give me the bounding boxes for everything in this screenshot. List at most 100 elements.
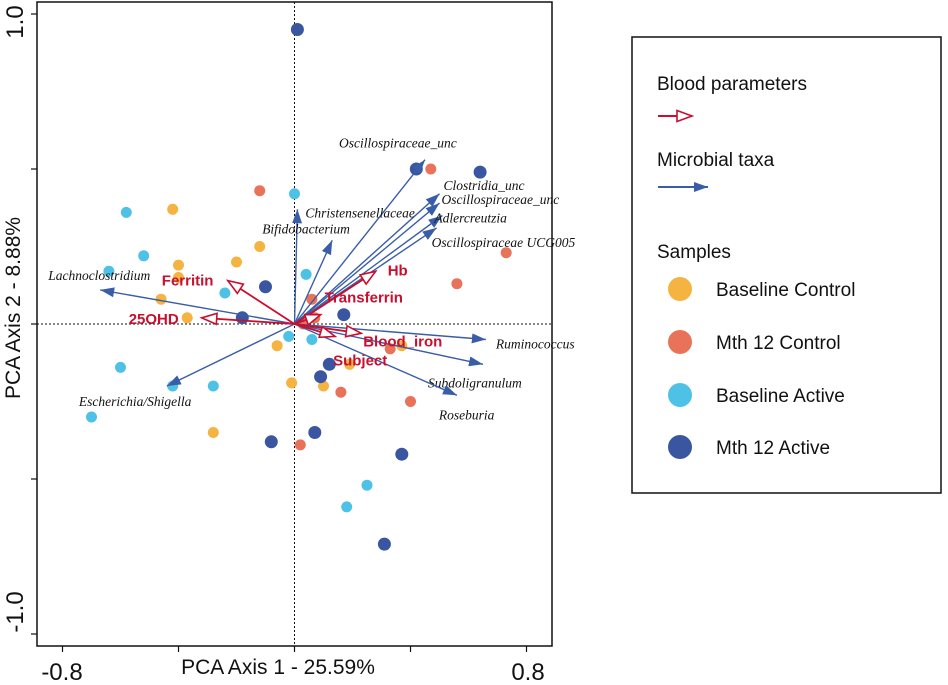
taxa-label-lachnoclostridium-7: Lachnoclostridium xyxy=(47,268,150,283)
point-baseline-control-12 xyxy=(231,256,242,268)
taxa-label-adlercreutzia-3: Adlercreutzia xyxy=(433,211,507,226)
taxa-arrow-adlercreutzia-3 xyxy=(294,214,443,325)
legend: Blood parameters Microbial taxa Samples … xyxy=(631,36,942,494)
legend-label-mth12-active: Mth 12 Active xyxy=(716,438,830,459)
point-baseline-control-3 xyxy=(173,272,184,283)
blood-label-subject: Subject xyxy=(333,352,387,369)
legend-swatch-mth12-active xyxy=(668,435,692,459)
point-mth-12-active-10 xyxy=(395,447,409,461)
legend-swatch-baseline-control xyxy=(668,277,692,301)
point-mth-12-active-11 xyxy=(377,537,391,551)
point-baseline-active-9 xyxy=(300,268,312,280)
point-baseline-active-2 xyxy=(138,250,150,262)
x-axis-title: PCA Axis 1 - 25.59% xyxy=(181,656,375,679)
axis-ticks xyxy=(31,13,528,652)
point-mth-12-control-0 xyxy=(254,185,266,197)
legend-blood-title: Blood parameters xyxy=(657,74,807,95)
point-baseline-active-12 xyxy=(361,479,373,491)
point-baseline-active-7 xyxy=(207,380,219,392)
blood-arrow-transferrin xyxy=(294,315,321,324)
legend-label-baseline-active: Baseline Active xyxy=(716,386,845,407)
taxa-arrow-escherichia-shigella-8 xyxy=(166,323,295,387)
point-baseline-active-0 xyxy=(289,188,300,200)
taxa-label-escherichia-shigella-8: Escherichia/Shigella xyxy=(78,394,192,409)
blood-arrow-ferritin xyxy=(228,281,295,325)
point-mth-12-active-7 xyxy=(314,370,328,384)
point-mth-12-control-7 xyxy=(384,343,396,355)
blood-arrows: Ferritin 25OHD Hb Transferrin Blood_iron Subj… xyxy=(129,262,443,369)
x-tick-label-max: 0.8 xyxy=(511,659,544,685)
point-mth-12-active-2 xyxy=(473,165,487,179)
point-baseline-active-5 xyxy=(115,361,126,373)
point-mth-12-control-9 xyxy=(294,439,306,451)
point-mth-12-active-8 xyxy=(308,426,322,439)
blood-label-25ohd: 25OHD xyxy=(129,311,179,328)
point-mth-12-active-6 xyxy=(322,357,336,371)
point-mth-12-control-4 xyxy=(500,247,512,259)
blood-label-ferritin: Ferritin xyxy=(162,273,214,290)
point-mth-12-active-5 xyxy=(337,308,351,322)
legend-swatch-mth12-control xyxy=(668,330,692,354)
taxa-arrow-oscillospiraceae-unc-0 xyxy=(293,159,426,325)
point-baseline-control-8 xyxy=(318,380,329,392)
point-baseline-control-11 xyxy=(207,427,219,438)
point-mth-12-control-6 xyxy=(335,386,347,398)
point-baseline-active-4 xyxy=(219,287,231,299)
taxa-arrow-oscillospiraceae-unc-2 xyxy=(294,202,440,325)
legend-box xyxy=(631,36,942,494)
taxa-arrow-clostridia-unc-1 xyxy=(294,193,440,325)
point-baseline-control-0 xyxy=(167,203,179,215)
y-tick-label-min: -1.0 xyxy=(2,591,29,632)
point-mth-12-active-9 xyxy=(264,435,278,449)
point-baseline-active-6 xyxy=(167,380,179,392)
blood-label-hb: Hb xyxy=(388,262,408,279)
blood-arrow-25ohd xyxy=(202,318,295,324)
point-baseline-active-1 xyxy=(120,206,132,218)
point-mth-12-active-0 xyxy=(290,23,304,36)
y-tick-label-max: 1.0 xyxy=(2,5,29,38)
point-mth-12-control-3 xyxy=(425,163,437,175)
point-baseline-control-9 xyxy=(344,358,356,370)
taxa-label-oscillospiraceae-unc-0: Oscillospiraceae_unc xyxy=(339,136,457,151)
blood-label-transferrin: Transferrin xyxy=(325,290,403,307)
taxa-arrows: Oscillospiraceae_uncClostridia_uncOscill… xyxy=(47,136,575,423)
point-baseline-control-5 xyxy=(254,241,266,252)
point-baseline-control-4 xyxy=(181,312,193,324)
sample-points xyxy=(86,23,512,551)
blood-arrow-subject xyxy=(294,323,336,336)
point-mth-12-active-3 xyxy=(259,280,272,294)
taxa-label-ruminococcus-9: Ruminococcus xyxy=(495,337,575,352)
point-baseline-control-7 xyxy=(286,377,298,389)
taxa-label-roseburia-11: Roseburia xyxy=(438,407,495,422)
point-mth-12-control-1 xyxy=(306,293,318,305)
taxa-arrow-christensenellaceae-5 xyxy=(292,209,303,325)
y-axis-title: PCA Axis 2 - 8.88% xyxy=(2,217,25,399)
blood-label-blood-iron: Blood_iron xyxy=(363,333,442,350)
point-mth-12-control-5 xyxy=(451,278,463,290)
point-baseline-control-10 xyxy=(396,340,408,352)
point-baseline-control-1 xyxy=(155,293,167,305)
taxa-label-christensenellaceae-5: Christensenellaceae xyxy=(305,205,414,220)
point-baseline-active-10 xyxy=(306,334,318,345)
point-mth-12-control-8 xyxy=(405,396,416,407)
legend-swatch-baseline-active xyxy=(668,383,692,407)
point-baseline-control-6 xyxy=(271,340,283,352)
point-baseline-active-3 xyxy=(103,265,115,277)
taxa-arrow-bifidobacterium-6 xyxy=(293,240,333,325)
point-baseline-active-13 xyxy=(341,501,353,513)
legend-samples-title: Samples xyxy=(657,242,731,263)
taxa-label-oscillospiraceae-unc-2: Oscillospiraceae_unc xyxy=(442,192,560,207)
point-mth-12-active-4 xyxy=(235,311,249,325)
point-baseline-control-2 xyxy=(173,259,184,271)
point-baseline-active-8 xyxy=(86,411,97,423)
point-baseline-active-11 xyxy=(283,330,295,342)
taxa-label-bifidobacterium-6: Bifidobacterium xyxy=(262,221,350,236)
legend-label-baseline-control: Baseline Control xyxy=(716,280,855,301)
legend-label-mth12-control: Mth 12 Control xyxy=(716,333,841,354)
x-tick-label-min: -0.8 xyxy=(41,659,82,685)
legend-taxa-title: Microbial taxa xyxy=(657,150,775,171)
taxa-label-clostridia-unc-1: Clostridia_unc xyxy=(444,178,525,193)
taxa-arrow-lachnoclostridium-7 xyxy=(100,287,295,325)
taxa-label-oscillospiraceae-ucg005-4: Oscillospiraceae UCG005 xyxy=(432,235,576,250)
